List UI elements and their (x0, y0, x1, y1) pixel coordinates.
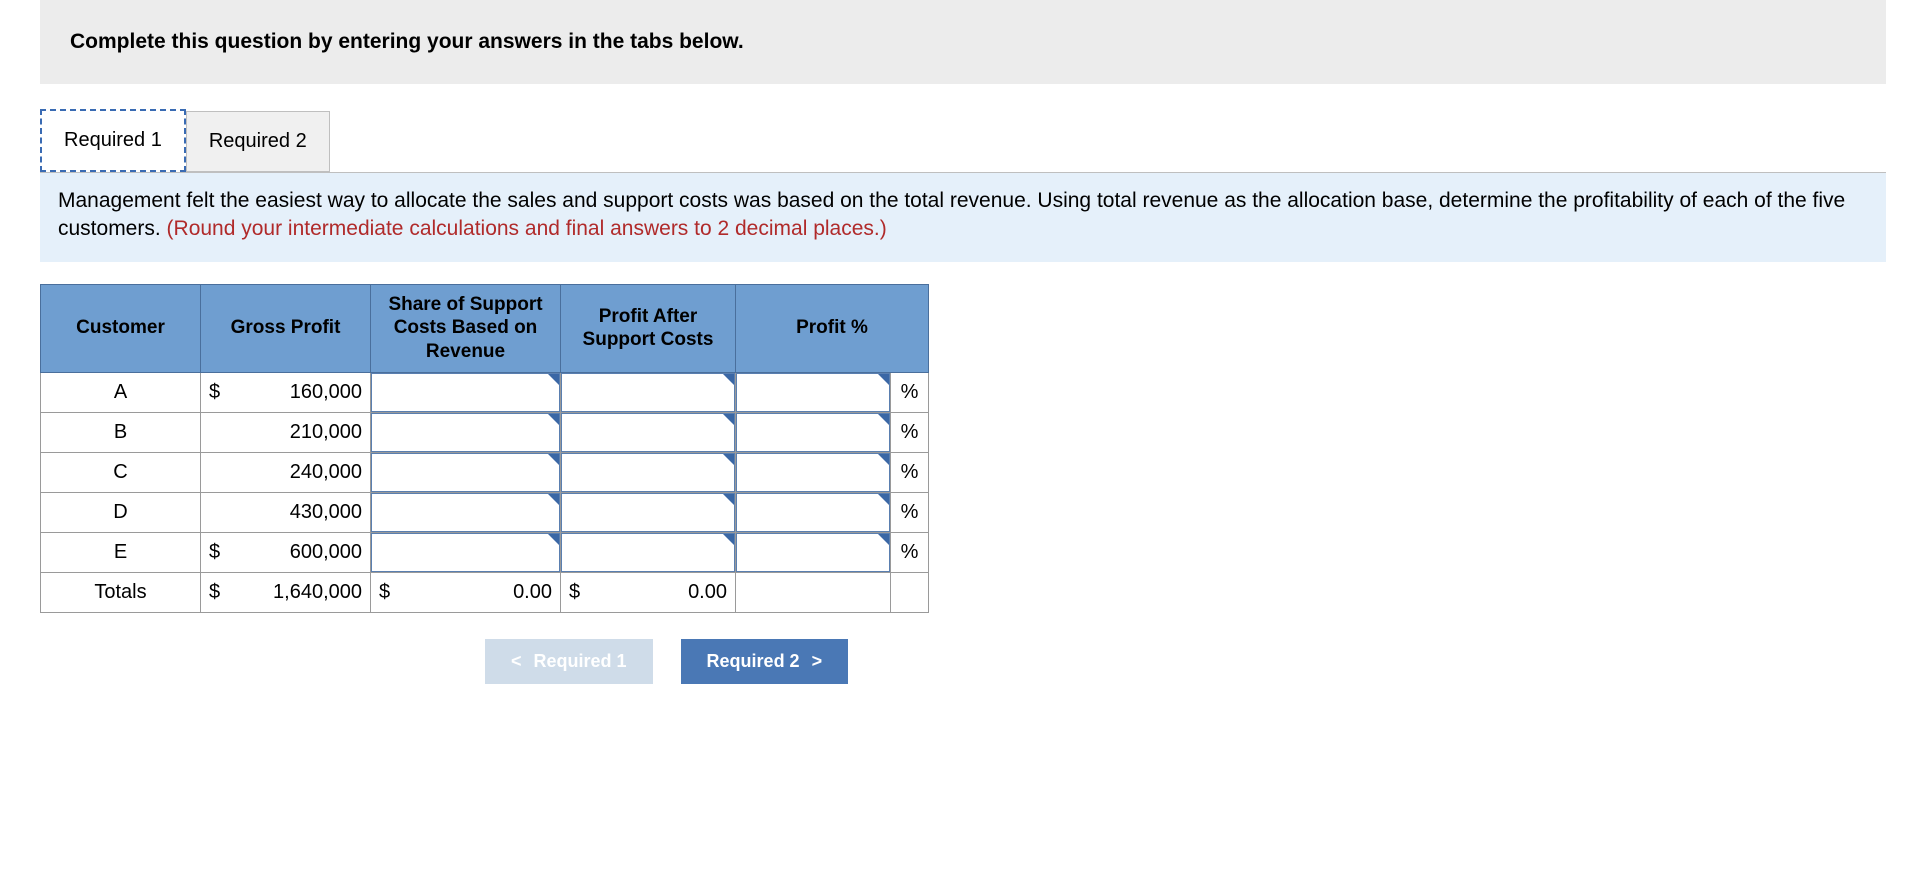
percent-sign: % (891, 453, 928, 492)
input-corner-icon (548, 534, 559, 545)
table-row: C 240,000 % (41, 452, 929, 492)
profit-pct-input[interactable] (736, 413, 890, 452)
gross-profit-cell: $160,000 (201, 373, 370, 412)
profit-pct-input[interactable] (736, 533, 890, 572)
totals-pct-sign-empty (891, 573, 928, 612)
chevron-left-icon: < (511, 651, 522, 672)
data-table-wrap: Customer Gross Profit Share of Support C… (40, 284, 1886, 613)
input-corner-icon (878, 414, 889, 425)
chevron-right-icon: > (812, 651, 823, 672)
table-row: B 210,000 % (41, 412, 929, 452)
share-cost-input[interactable] (371, 533, 560, 572)
table-row: A $160,000 % (41, 372, 929, 412)
totals-label: Totals (41, 573, 200, 612)
totals-after-value: 0.00 (589, 581, 727, 604)
question-hint: (Round your intermediate calculations an… (167, 217, 887, 240)
percent-sign: % (891, 533, 928, 572)
profit-after-input[interactable] (561, 453, 735, 492)
gross-profit-value: 240,000 (229, 461, 362, 484)
input-corner-icon (878, 374, 889, 385)
input-corner-icon (723, 534, 734, 545)
totals-share-value: 0.00 (399, 581, 552, 604)
input-corner-icon (723, 454, 734, 465)
share-cost-input[interactable] (371, 453, 560, 492)
input-corner-icon (723, 494, 734, 505)
input-corner-icon (878, 494, 889, 505)
prev-tab-label: Required 1 (534, 651, 627, 672)
col-header-profit-pct: Profit % (736, 284, 929, 372)
gross-profit-cell: 210,000 (201, 413, 370, 452)
customer-cell: A (41, 373, 200, 412)
customer-cell: B (41, 413, 200, 452)
gross-profit-value: 430,000 (229, 501, 362, 524)
table-row: D 430,000 % (41, 492, 929, 532)
share-cost-input[interactable] (371, 373, 560, 412)
input-corner-icon (723, 374, 734, 385)
tab-required-2[interactable]: Required 2 (186, 111, 330, 172)
gross-profit-value: 600,000 (229, 541, 362, 564)
gross-profit-value: 160,000 (229, 381, 362, 404)
customer-cell: D (41, 493, 200, 532)
percent-sign: % (891, 413, 928, 452)
col-header-customer: Customer (41, 284, 201, 372)
instruction-text: Complete this question by entering your … (70, 30, 744, 53)
customer-cell: C (41, 453, 200, 492)
profit-after-input[interactable] (561, 533, 735, 572)
profit-after-input[interactable] (561, 413, 735, 452)
tabs-row: Required 1 Required 2 (40, 109, 1886, 172)
share-cost-input[interactable] (371, 413, 560, 452)
input-corner-icon (548, 454, 559, 465)
totals-share: $0.00 (371, 573, 560, 612)
profit-after-input[interactable] (561, 373, 735, 412)
table-row: E $600,000 % (41, 532, 929, 572)
input-corner-icon (548, 414, 559, 425)
totals-gross-profit: $1,640,000 (201, 573, 370, 612)
input-corner-icon (548, 494, 559, 505)
input-corner-icon (723, 414, 734, 425)
input-corner-icon (878, 454, 889, 465)
gross-profit-value: 210,000 (229, 421, 362, 444)
percent-sign: % (891, 373, 928, 412)
dollar-sign: $ (209, 541, 229, 564)
table-totals-row: Totals $1,640,000 $0.00 $0.00 (41, 572, 929, 612)
instruction-banner: Complete this question by entering your … (40, 0, 1886, 84)
question-text-bar: Management felt the easiest way to alloc… (40, 172, 1886, 262)
profitability-table: Customer Gross Profit Share of Support C… (40, 284, 929, 613)
gross-profit-cell: $600,000 (201, 533, 370, 572)
gross-profit-cell: 430,000 (201, 493, 370, 532)
profit-after-input[interactable] (561, 493, 735, 532)
profit-pct-input[interactable] (736, 373, 890, 412)
next-tab-button[interactable]: Required 2 > (681, 639, 849, 684)
col-header-gross-profit: Gross Profit (201, 284, 371, 372)
profit-pct-input[interactable] (736, 453, 890, 492)
prev-tab-button[interactable]: < Required 1 (485, 639, 653, 684)
dollar-sign: $ (209, 581, 229, 604)
totals-gp-value: 1,640,000 (229, 581, 362, 604)
customer-cell: E (41, 533, 200, 572)
share-cost-input[interactable] (371, 493, 560, 532)
percent-sign: % (891, 493, 928, 532)
totals-profit-after: $0.00 (561, 573, 735, 612)
col-header-share: Share of Support Costs Based on Revenue (371, 284, 561, 372)
col-header-profit-after: Profit After Support Costs (561, 284, 736, 372)
nav-row: < Required 1 Required 2 > (485, 639, 1886, 684)
input-corner-icon (878, 534, 889, 545)
page: Complete this question by entering your … (0, 0, 1926, 684)
input-corner-icon (548, 374, 559, 385)
tab-required-1[interactable]: Required 1 (40, 109, 186, 172)
totals-pct-empty (736, 573, 890, 612)
profit-pct-input[interactable] (736, 493, 890, 532)
gross-profit-cell: 240,000 (201, 453, 370, 492)
dollar-sign: $ (379, 581, 399, 604)
dollar-sign: $ (209, 381, 229, 404)
dollar-sign: $ (569, 581, 589, 604)
next-tab-label: Required 2 (707, 651, 800, 672)
